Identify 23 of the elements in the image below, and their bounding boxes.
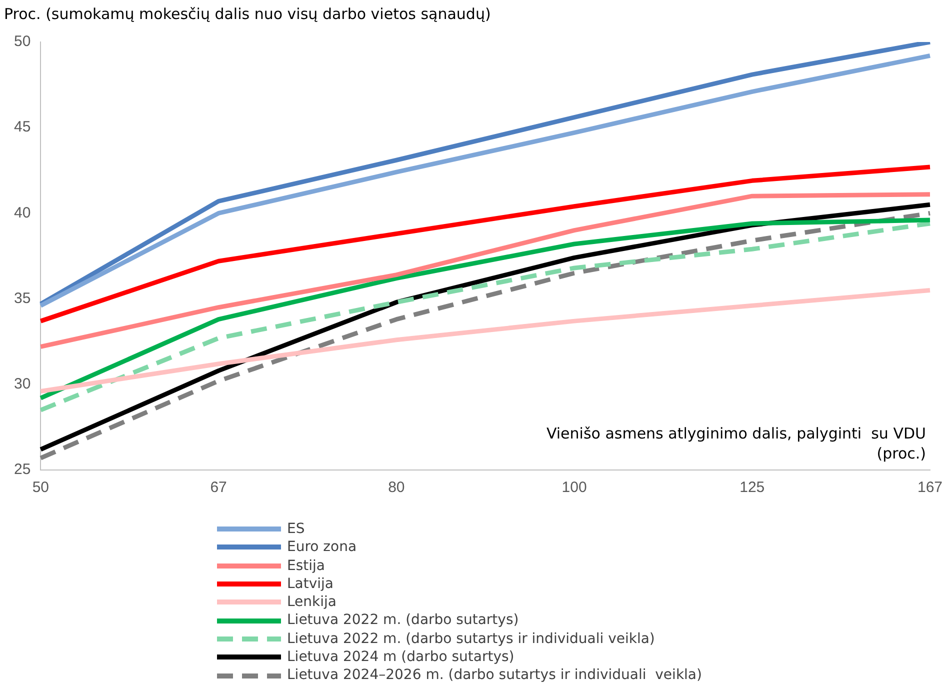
x-tick-label: 67 [210, 479, 227, 496]
x-tick-label: 100 [562, 479, 587, 496]
y-tick-label: 35 [14, 290, 31, 307]
x-tick-label: 80 [388, 479, 405, 496]
legend-label: Latvija [287, 574, 334, 594]
x-axis-title: Vienišo asmens atlyginimo dalis, palyginti su VDU (proc.) [546, 424, 926, 462]
y-tick-label: 40 [14, 204, 31, 222]
y-tick-label: 30 [14, 376, 31, 393]
legend-label: Lenkija [287, 593, 337, 612]
y-tick-label: 50 [14, 33, 31, 50]
legend-label: Lietuva 2022 m. (darbo sutartys ir individuali veikla) [287, 630, 655, 648]
x-tick-label: 167 [917, 479, 943, 496]
y-tick-label: 45 [14, 118, 31, 136]
legend-label: Lietuva 2022 m. (darbo sutartys) [287, 611, 519, 630]
x-tick-label: 125 [740, 479, 765, 496]
legend-label: Lietuva 2024 m (darbo sutartys) [287, 648, 514, 666]
x-tick-label: 50 [32, 479, 50, 496]
legend-label: ES [287, 520, 305, 538]
chart-title: Proc. (sumokamų mokesčių dalis nuo visų darbo vietos sąnaudų) [4, 4, 491, 23]
y-tick-label: 25 [14, 461, 31, 478]
legend-label: Estija [287, 556, 325, 575]
legend-label: Lietuva 2024–2026 m. (darbo sutartys ir individuali veikla) [287, 666, 702, 684]
legend-label: Euro zona [287, 538, 357, 557]
